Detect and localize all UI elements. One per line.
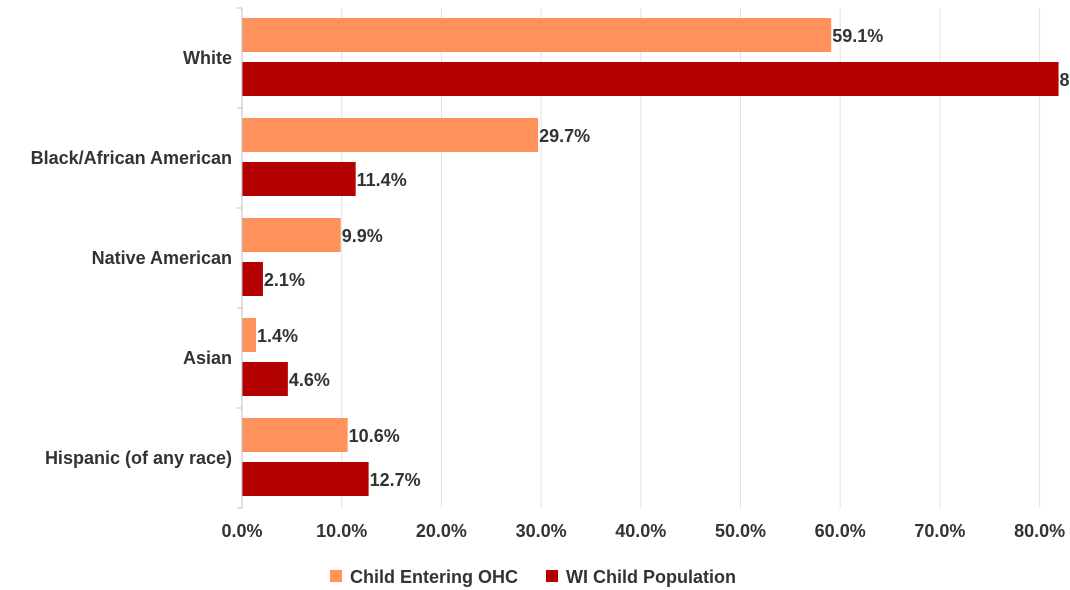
bar [242, 218, 341, 252]
bar [242, 18, 832, 52]
bar [242, 418, 348, 452]
bar [242, 162, 356, 196]
data-label: 29.7% [539, 126, 590, 146]
x-tick-label: 20.0% [416, 521, 467, 541]
x-tick-label: 0.0% [221, 521, 262, 541]
x-tick-label: 50.0% [715, 521, 766, 541]
legend: Child Entering OHC WI Child Population [330, 567, 736, 587]
bar [242, 262, 263, 296]
bar [242, 462, 369, 496]
x-tick-label: 30.0% [516, 521, 567, 541]
legend-label: WI Child Population [566, 567, 736, 587]
category-label: White [183, 48, 232, 68]
data-label: 12.7% [370, 470, 421, 490]
bar [242, 362, 288, 396]
x-tick-label: 60.0% [815, 521, 866, 541]
x-tick-label: 70.0% [914, 521, 965, 541]
data-label: 11.4% [357, 170, 407, 190]
data-label: 2.1% [264, 270, 305, 290]
category-labels: White Black/African American Native Americ… [31, 48, 232, 468]
data-label: 1.4% [257, 326, 298, 346]
y-axis [237, 7, 243, 509]
x-tick-label: 80.0% [1014, 521, 1065, 541]
x-tick-labels: 0.0% 10.0% 20.0% 30.0% 40.0% 50.0% 60.0% 70.0% 8… [221, 521, 1065, 541]
x-tick-label: 40.0% [615, 521, 666, 541]
data-label: 9.9% [342, 226, 383, 246]
bars [242, 18, 1059, 496]
data-label: 10.6% [349, 426, 400, 446]
data-label: 81.9% [1060, 70, 1070, 90]
category-label: Hispanic (of any race) [45, 448, 232, 468]
legend-swatch [546, 570, 558, 582]
bar [242, 118, 539, 152]
legend-label: Child Entering OHC [350, 567, 518, 587]
data-label: 4.6% [289, 370, 330, 390]
x-tick-label: 10.0% [316, 521, 367, 541]
bar [242, 318, 256, 352]
data-labels: 59.1% 81.9% 29.7% 11.4% 9.9% 2.1% 1.4% 4.6% 10.6… [257, 26, 1070, 490]
bar [242, 62, 1059, 96]
category-label: Asian [183, 348, 232, 368]
category-label: Native American [92, 248, 232, 268]
legend-swatch [330, 570, 342, 582]
category-label: Black/African American [31, 148, 232, 168]
data-label: 59.1% [832, 26, 883, 46]
